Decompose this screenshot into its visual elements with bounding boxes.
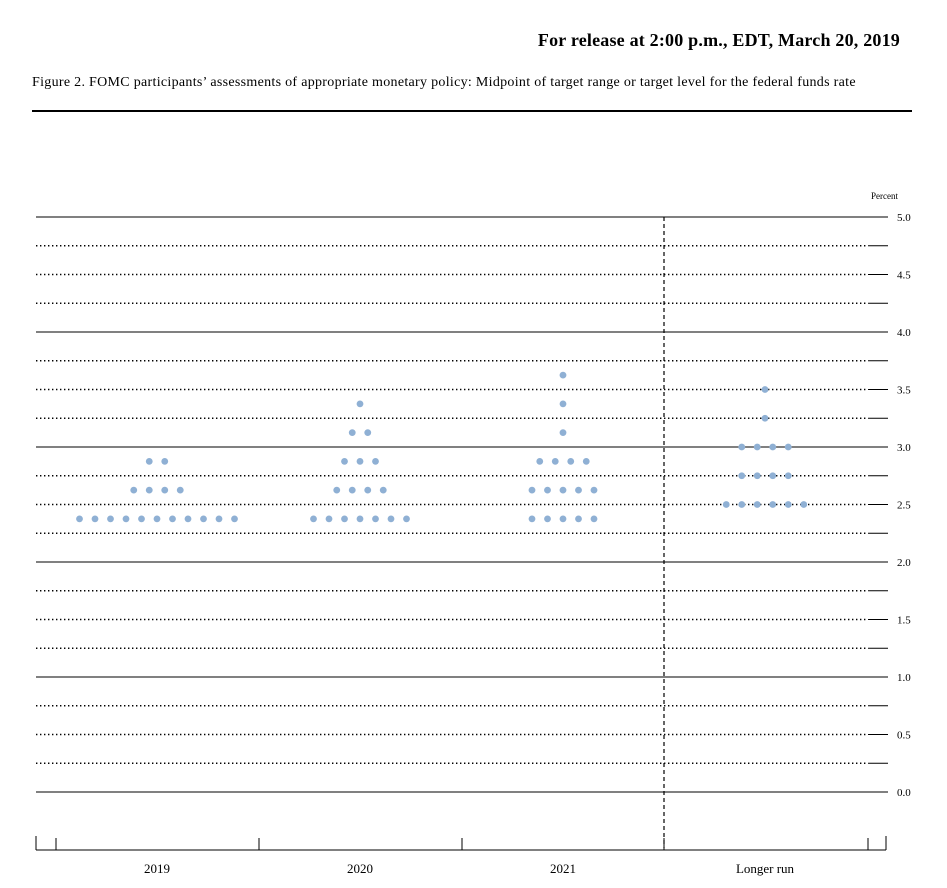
participant-dot xyxy=(528,486,536,494)
participant-dot xyxy=(544,515,551,523)
participant-dot xyxy=(387,515,395,523)
participant-dot xyxy=(364,486,372,494)
participant-dot xyxy=(551,457,559,465)
grid-lines xyxy=(36,216,888,848)
participant-dot xyxy=(582,457,590,465)
y-tick-label: 5.0 xyxy=(897,212,911,224)
participant-dot xyxy=(341,457,348,465)
participant-dot xyxy=(161,486,169,494)
caption-divider xyxy=(32,110,912,112)
participant-dot xyxy=(528,515,536,523)
x-category-label: 2019 xyxy=(144,861,170,876)
y-axis: 0.0 0.5 1.0 1.5 2.0 2.5 3.0 3.5 4.0 4.5 5.0 Percent xyxy=(871,191,911,799)
participant-dot xyxy=(310,515,317,523)
participant-dot xyxy=(215,515,223,523)
participant-dot xyxy=(176,486,184,494)
participant-dot xyxy=(348,429,356,437)
y-tick-label: 0.0 xyxy=(897,787,911,799)
participant-dot xyxy=(769,501,777,508)
participant-dot xyxy=(403,515,410,523)
participant-dot xyxy=(161,457,169,465)
y-tick-label: 2.0 xyxy=(897,557,911,569)
participant-dot xyxy=(107,515,114,523)
participant-dot xyxy=(769,443,777,451)
participant-dot xyxy=(761,386,769,393)
participant-dot xyxy=(138,515,145,523)
participant-dot xyxy=(379,486,387,494)
participant-dot xyxy=(76,515,83,523)
y-tick-label: 1.0 xyxy=(897,672,911,684)
participant-dot xyxy=(753,501,761,508)
x-axis: 2019 2020 2021 Longer run xyxy=(35,836,887,876)
participant-dot xyxy=(544,486,551,494)
participant-dot xyxy=(341,515,348,523)
participant-dot xyxy=(738,472,746,480)
participant-dot xyxy=(784,501,792,508)
participant-dot xyxy=(722,501,730,508)
participant-dot xyxy=(559,429,567,437)
participant-dot xyxy=(575,486,582,494)
participant-dot xyxy=(122,515,130,523)
participant-dot xyxy=(130,486,138,494)
participant-dot xyxy=(153,515,161,523)
participant-dot xyxy=(325,515,333,523)
participant-dot xyxy=(590,486,598,494)
participant-dot xyxy=(590,515,598,523)
participant-dot xyxy=(333,486,341,494)
participant-dot xyxy=(575,515,582,523)
participant-dot xyxy=(372,457,379,465)
y-tick-label: 1.5 xyxy=(897,615,911,627)
y-tick-label: 4.5 xyxy=(897,270,911,282)
x-category-label: 2021 xyxy=(550,861,576,876)
participant-dot xyxy=(356,515,364,523)
y-tick-label: 4.0 xyxy=(897,327,911,339)
x-category-label: 2020 xyxy=(347,861,373,876)
figure-caption: Figure 2. FOMC participants’ assessments… xyxy=(32,75,856,90)
participant-dot xyxy=(364,429,372,437)
participant-dot xyxy=(769,472,777,480)
y-axis-unit-label: Percent xyxy=(871,191,898,201)
y-tick-label: 2.5 xyxy=(897,500,911,512)
dot-series xyxy=(76,371,808,523)
participant-dot xyxy=(200,515,207,523)
y-tick-label: 0.5 xyxy=(897,730,911,742)
participant-dot xyxy=(753,443,761,451)
participant-dot xyxy=(348,486,356,494)
participant-dot xyxy=(356,457,364,465)
participant-dot xyxy=(145,457,153,465)
x-category-label: Longer run xyxy=(736,861,795,876)
participant-dot xyxy=(356,400,364,408)
participant-dot xyxy=(784,443,792,451)
participant-dot xyxy=(145,486,153,494)
participant-dot xyxy=(559,515,567,523)
participant-dot xyxy=(184,515,192,523)
participant-dot xyxy=(567,457,575,465)
y-tick-label: 3.0 xyxy=(897,442,911,454)
participant-dot xyxy=(559,371,567,379)
y-tick-label: 3.5 xyxy=(897,385,911,397)
participant-dot xyxy=(231,515,238,523)
participant-dot xyxy=(536,457,544,465)
participant-dot xyxy=(800,501,808,508)
participant-dot xyxy=(784,472,792,480)
participant-dot xyxy=(738,501,746,508)
participant-dot xyxy=(559,486,567,494)
release-notice: For release at 2:00 p.m., EDT, March 20,… xyxy=(537,30,900,50)
participant-dot xyxy=(169,515,176,523)
participant-dot xyxy=(91,515,99,523)
participant-dot xyxy=(738,443,746,451)
participant-dot xyxy=(753,472,761,480)
participant-dot xyxy=(559,400,567,408)
participant-dot xyxy=(372,515,379,523)
participant-dot xyxy=(761,414,769,422)
